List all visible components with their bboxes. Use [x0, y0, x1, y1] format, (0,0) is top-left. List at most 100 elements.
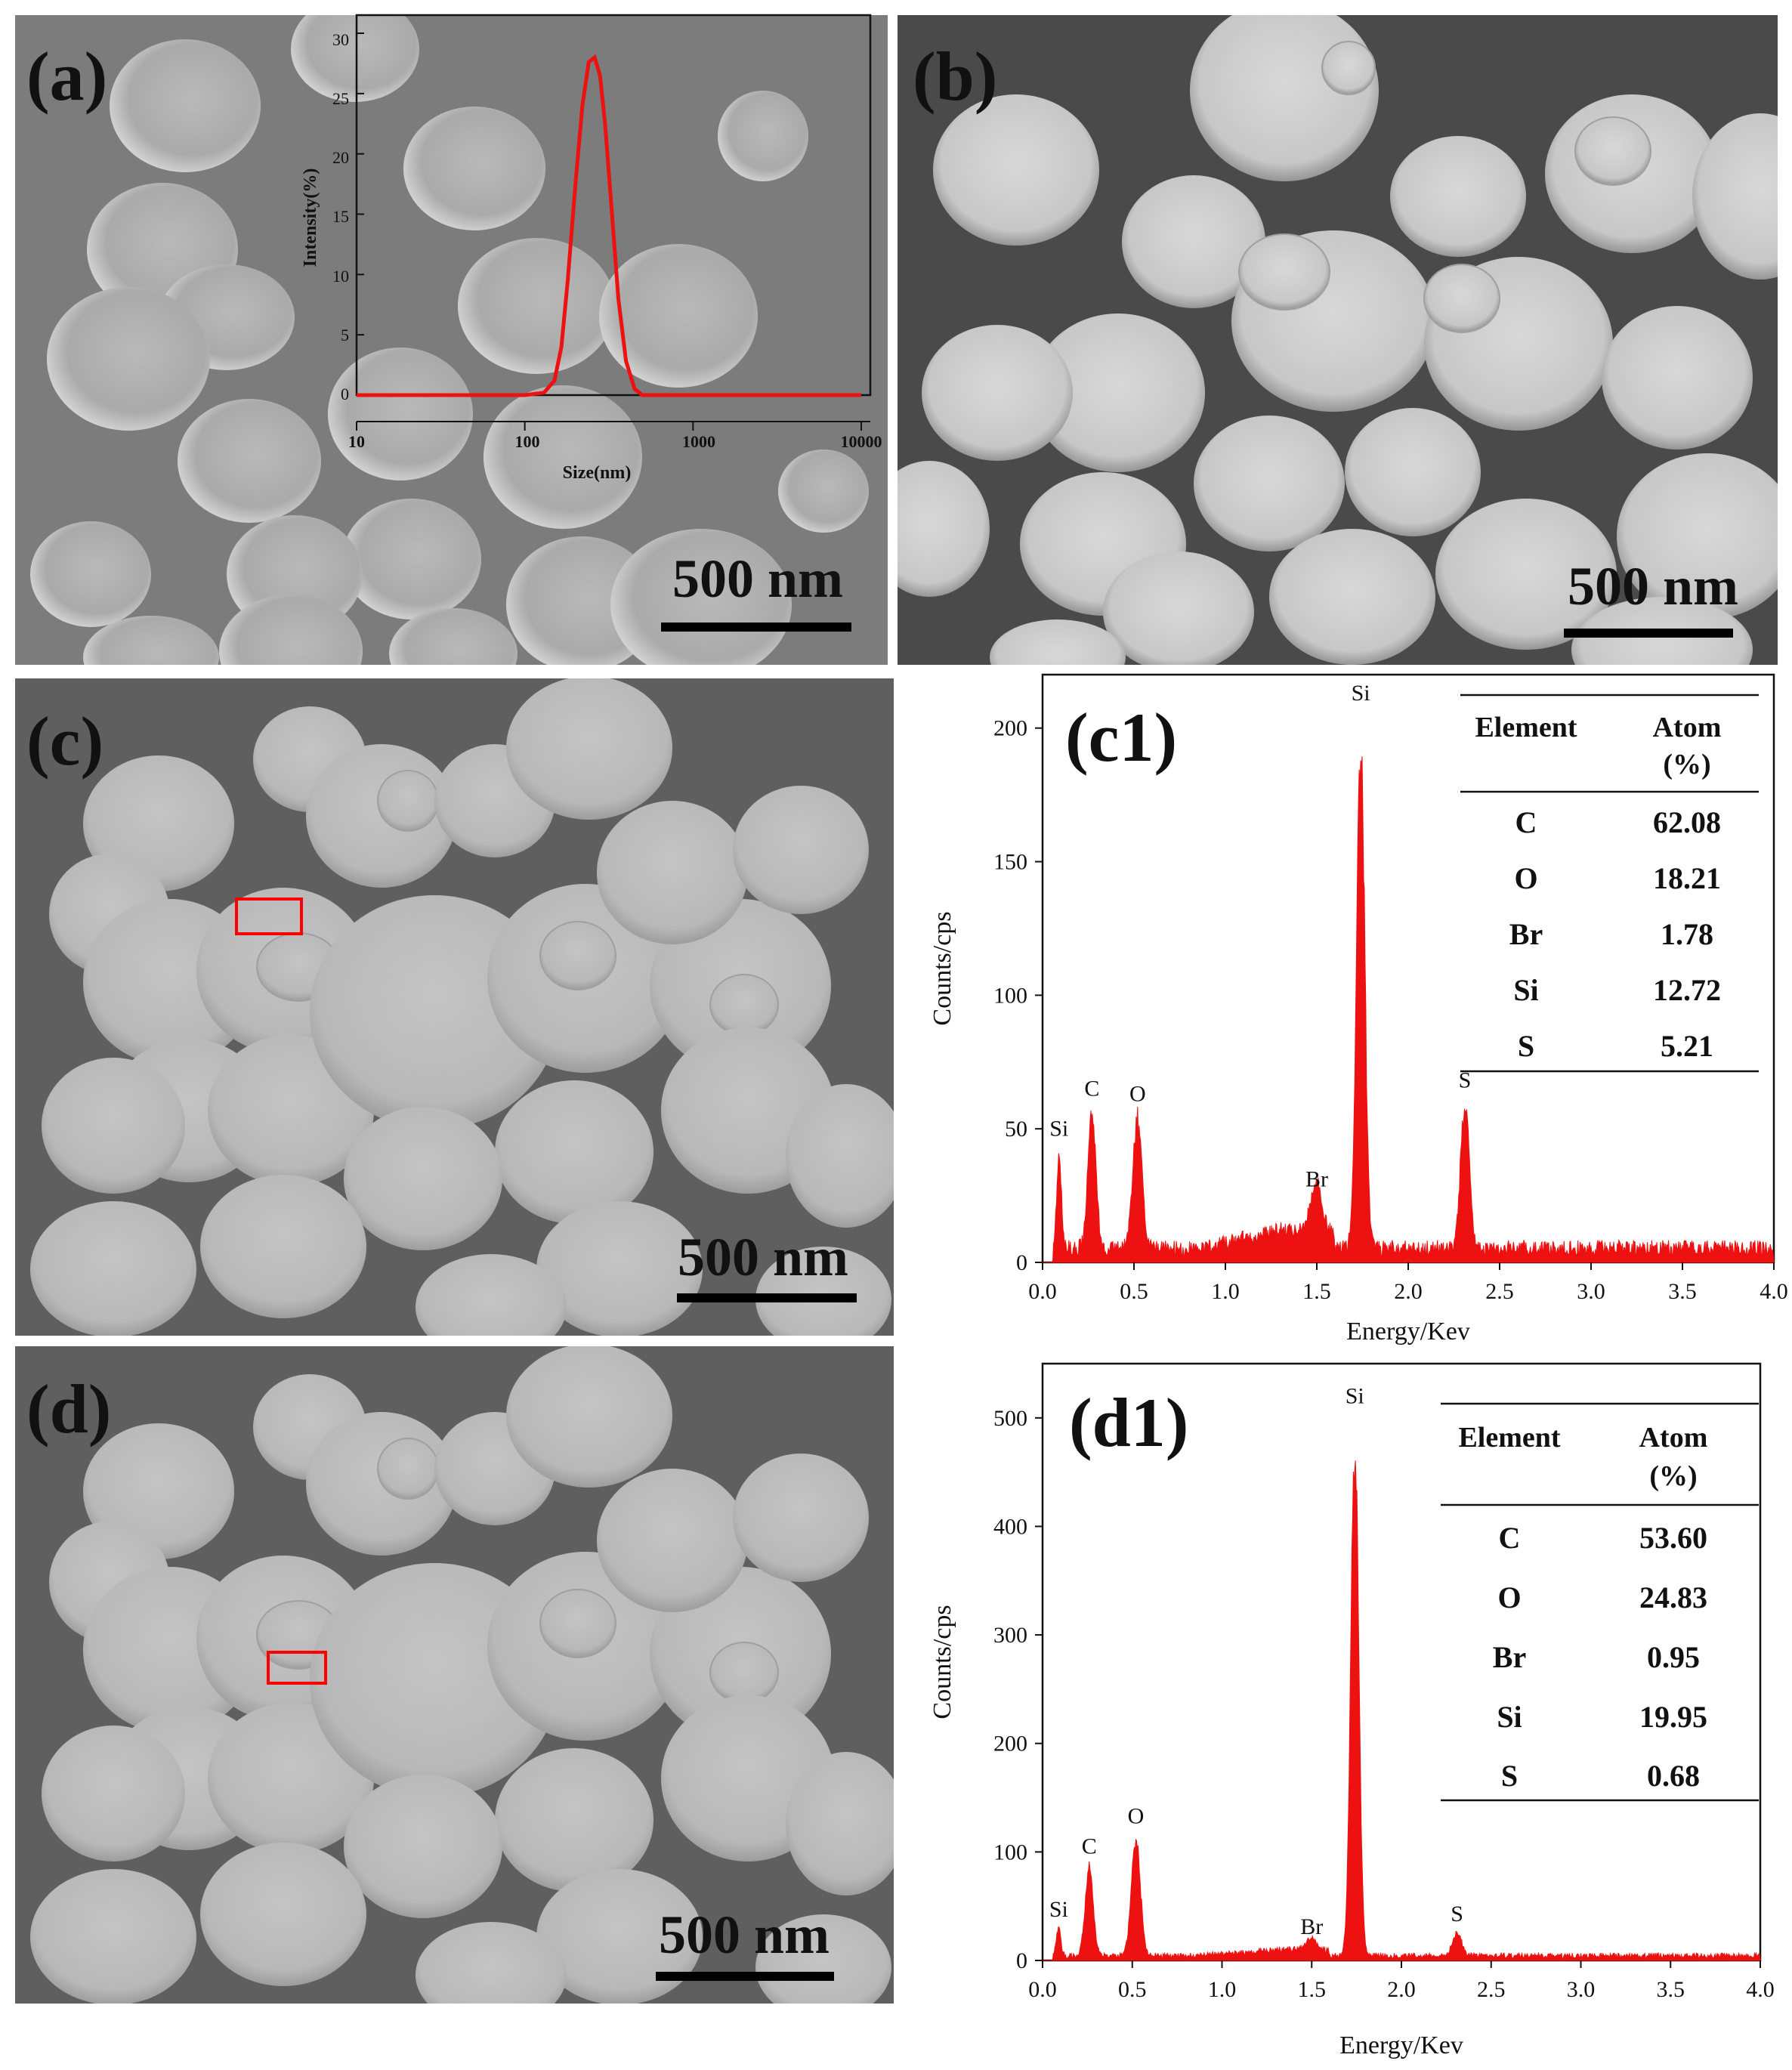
particle	[599, 244, 758, 388]
c1-peak-label: C	[1084, 1076, 1099, 1101]
particle	[344, 1107, 502, 1250]
inset-y-tick-label: 15	[332, 207, 349, 226]
c1-x-tick-label: 1.0	[1211, 1279, 1240, 1304]
particle	[597, 1469, 748, 1612]
inset-y-axis-label: Intensity(%)	[301, 168, 320, 267]
c1-y-tick-label: 50	[1005, 1117, 1027, 1142]
inset-x-axis-label: Size(nm)	[563, 463, 632, 483]
particle	[403, 107, 545, 230]
c1-table-value: 12.72	[1653, 973, 1721, 1007]
particle	[1692, 113, 1778, 280]
d1-table-value: 0.68	[1647, 1759, 1700, 1793]
c1-peak-label: S	[1459, 1068, 1472, 1093]
c1-x-tick-label: 1.5	[1302, 1279, 1331, 1304]
particle	[597, 801, 748, 944]
c1-y-tick-label: 150	[993, 850, 1027, 875]
particle	[30, 1201, 196, 1336]
particle	[200, 1843, 366, 1986]
particle	[83, 616, 219, 665]
particle	[922, 325, 1073, 461]
selection-box-c	[235, 898, 303, 935]
particle	[342, 499, 481, 619]
particle	[291, 15, 419, 102]
inset-y-tick-label: 30	[332, 30, 349, 49]
d1-spectrum	[1043, 1460, 1761, 1961]
particle	[733, 1454, 869, 1582]
inset-x-tick-label: 1000	[682, 432, 715, 451]
c1-y-tick-label: 0	[1016, 1250, 1027, 1275]
scale-bar-a	[661, 623, 851, 632]
particle	[1390, 136, 1526, 257]
d1-x-tick-label: 1.5	[1298, 1977, 1327, 2002]
c1-table-element: S	[1518, 1029, 1534, 1063]
inset-y-tick-label: 0	[341, 385, 349, 403]
inset-y-tick-label: 20	[332, 148, 349, 167]
d1-table-element: C	[1499, 1521, 1521, 1555]
particle-bud	[709, 1642, 779, 1704]
particle-bud	[1238, 233, 1330, 310]
d1-x-tick-label: 3.5	[1657, 1977, 1685, 2002]
scale-bar-c	[677, 1293, 857, 1302]
particle	[344, 1775, 502, 1918]
inset-y-tick-label: 10	[332, 267, 349, 286]
d1-y-tick-label: 200	[993, 1732, 1027, 1756]
sem-image-a	[15, 15, 888, 665]
c1-table-value: 1.78	[1661, 917, 1713, 951]
c1-x-tick-label: 4.0	[1760, 1279, 1788, 1304]
eds-chart-c1: 0.0 0.5 1.0 1.5 2.0 2.5 3.0 3.5 4.0050100150200 …	[928, 673, 1788, 1346]
particle	[200, 1175, 366, 1318]
particle-bud	[1574, 116, 1651, 186]
particle-bud	[377, 770, 439, 832]
c1-x-tick-label: 0.5	[1120, 1279, 1148, 1304]
d1-table-element: O	[1497, 1580, 1521, 1614]
c1-table-element: C	[1515, 805, 1537, 839]
dls-inset-chart: Size(nm) Intensity(%) 10 100 1000 10000 …	[301, 14, 882, 483]
scale-bar-label-a: 500 nm	[672, 548, 843, 609]
eds-chart-d1: 0.0 0.5 1.0 1.5 2.0 2.5 3.0 3.5 4.0 0 100 200 300 400…	[928, 1362, 1775, 2059]
d1-x-tick-label: 4.0	[1746, 1977, 1775, 2002]
inset-plot-frame	[355, 14, 872, 397]
c1-x-axis-label: Energy/Kev	[1346, 1318, 1470, 1346]
d1-y-tick-label: 400	[993, 1514, 1027, 1539]
d1-x-tick-label: 1.0	[1208, 1977, 1237, 2002]
particle	[786, 1084, 894, 1228]
d1-table-value: 0.95	[1647, 1640, 1700, 1674]
particle	[506, 1346, 672, 1488]
d1-panel-label: (d1)	[1069, 1384, 1188, 1461]
d1-y-tick-label: 500	[993, 1406, 1027, 1431]
particle	[1103, 551, 1254, 665]
particle	[178, 399, 321, 523]
inset-x-tick-label: 100	[515, 432, 540, 451]
c1-table-header-unit: (%)	[1663, 749, 1710, 780]
c1-spectrum	[1043, 756, 1775, 1263]
c1-x-tick-label: 3.5	[1668, 1279, 1697, 1304]
sem-image-c	[15, 678, 894, 1336]
particle	[1122, 175, 1265, 308]
particle	[1031, 314, 1205, 472]
c1-x-tick-label: 2.0	[1394, 1279, 1423, 1304]
d1-x-tick-label: 0.5	[1118, 1977, 1147, 2002]
d1-table-header-element: Element	[1458, 1422, 1560, 1454]
particle-bud	[539, 921, 616, 990]
c1-table-header-atom: Atom	[1653, 712, 1722, 743]
d1-peak-label: Si	[1346, 1384, 1364, 1409]
particle	[1602, 306, 1753, 450]
d1-x-tick-label: 2.0	[1387, 1977, 1416, 2002]
particle-bud	[377, 1438, 439, 1500]
particle	[458, 238, 615, 374]
d1-table-element: Br	[1493, 1640, 1526, 1674]
particle	[786, 1752, 894, 1895]
d1-y-tick-label: 0	[1016, 1948, 1027, 1973]
sem-image-b	[898, 15, 1778, 665]
particle	[484, 385, 642, 529]
d1-table-header-unit: (%)	[1649, 1460, 1697, 1492]
particle	[416, 1254, 567, 1336]
d1-peak-label: S	[1451, 1902, 1463, 1926]
particle	[755, 1914, 891, 2004]
c1-peak-label: Br	[1305, 1167, 1328, 1192]
selection-box-d	[267, 1651, 327, 1685]
particle	[1617, 453, 1778, 619]
inset-x-tick-label: 10	[348, 432, 365, 451]
particle	[1345, 408, 1481, 536]
